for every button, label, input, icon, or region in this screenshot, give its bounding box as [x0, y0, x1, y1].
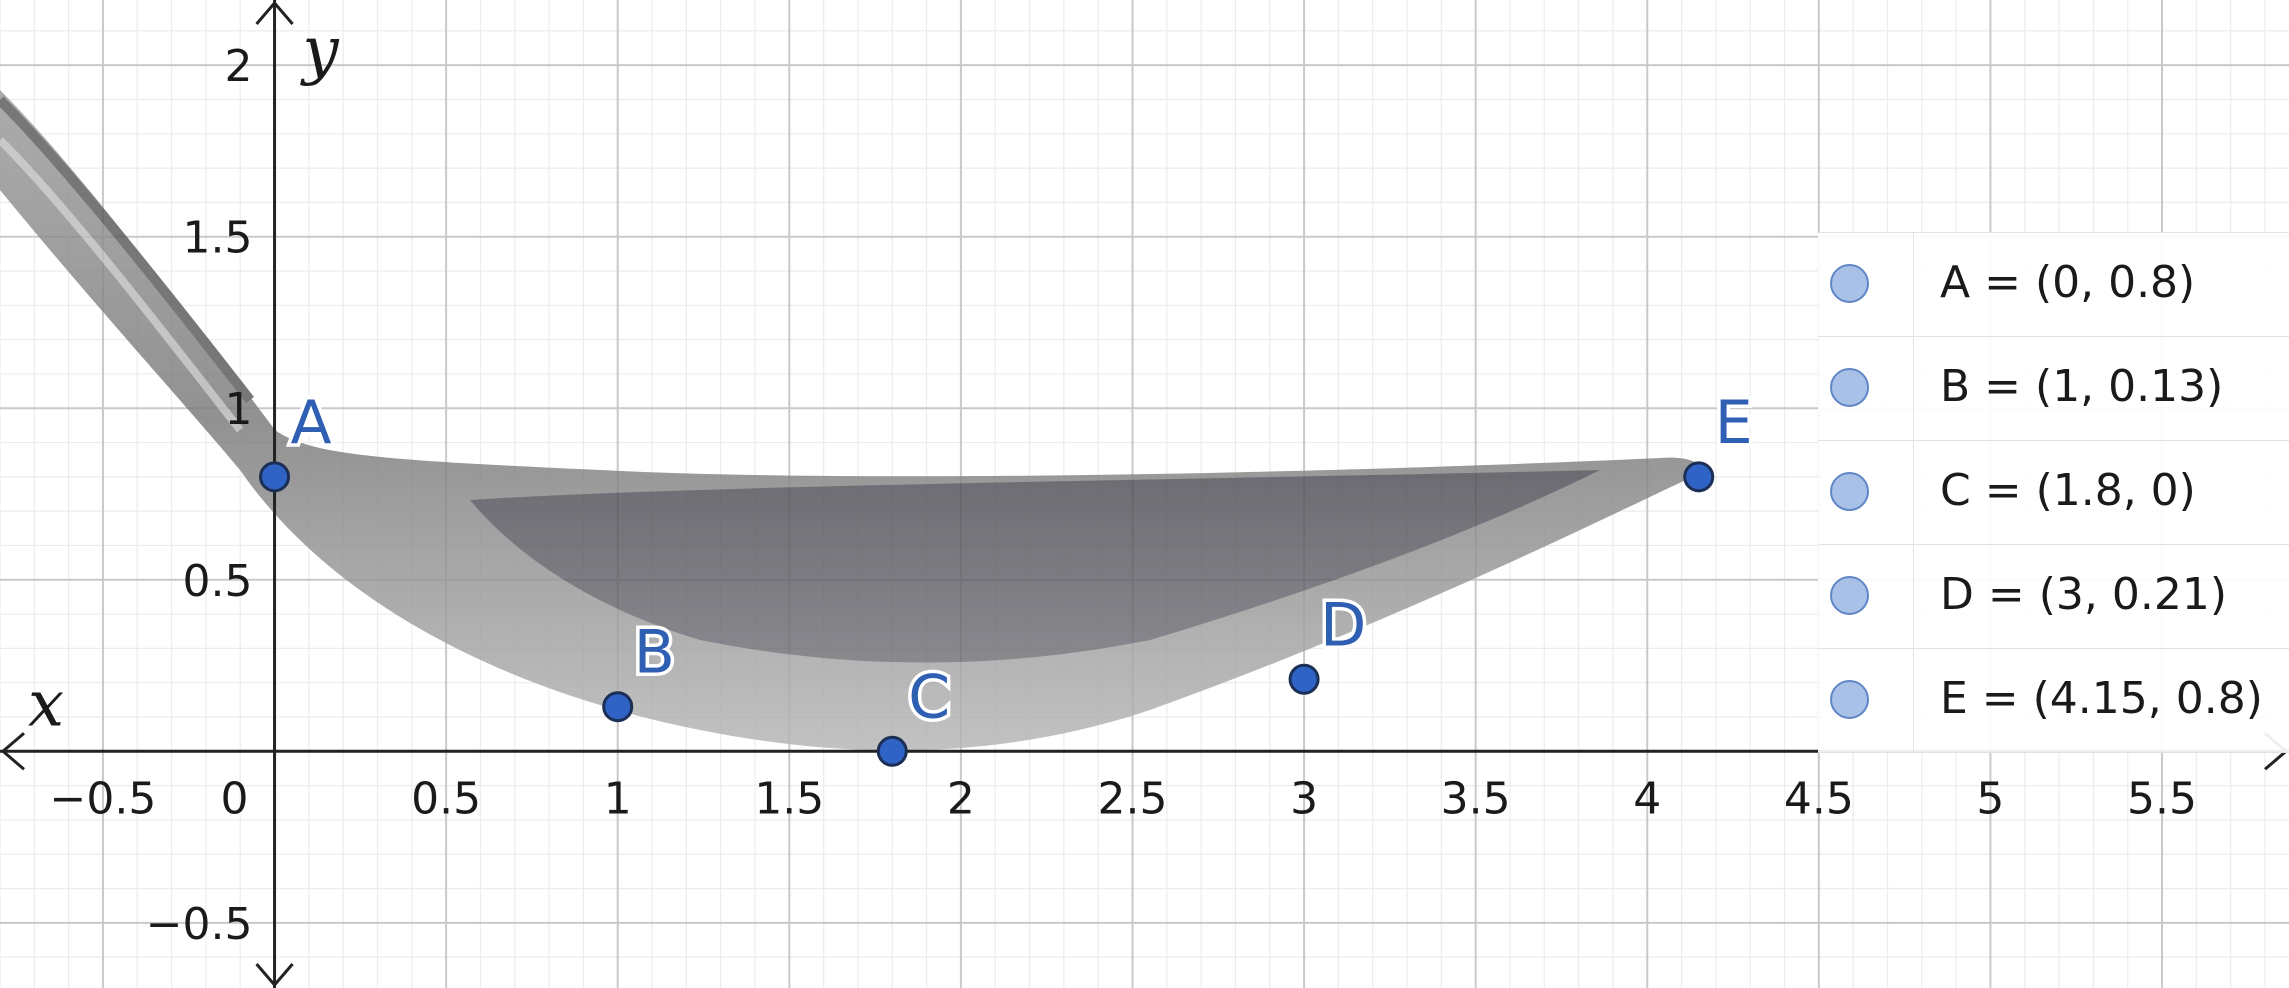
x-tick-label: 2.5	[1097, 773, 1167, 824]
y-tick-label: −0.5	[146, 899, 253, 950]
legend-item-e[interactable]: E = (4.15, 0.8)	[1818, 649, 2289, 753]
x-tick-label: 3.5	[1441, 773, 1511, 824]
point-visibility-toggle[interactable]	[1830, 576, 1869, 615]
y-axis-name: y	[300, 14, 340, 88]
legend-label: A = (0, 0.8)	[1940, 257, 2196, 308]
legend-label: C = (1.8, 0)	[1940, 465, 2196, 516]
x-tick-label: 1	[604, 773, 632, 824]
point-visibility-toggle[interactable]	[1830, 680, 1869, 719]
y-axis-arrow-up	[255, 0, 294, 25]
legend-item-a[interactable]: A = (0, 0.8)	[1818, 233, 2289, 337]
legend-swatch-col	[1818, 545, 1914, 648]
point-d[interactable]	[1288, 663, 1320, 695]
x-tick-label: 3	[1290, 773, 1318, 824]
algebra-legend: A = (0, 0.8) B = (1, 0.13) C = (1.8, 0) …	[1818, 232, 2289, 753]
legend-swatch-col	[1818, 233, 1914, 336]
point-b[interactable]	[602, 691, 634, 723]
x-tick-label: 1.5	[754, 773, 824, 824]
x-tick-label: 5.5	[2127, 773, 2197, 824]
point-label-b: B	[634, 618, 675, 688]
legend-item-b[interactable]: B = (1, 0.13)	[1818, 337, 2289, 441]
point-label-d: D	[1320, 590, 1366, 660]
legend-label: E = (4.15, 0.8)	[1940, 673, 2263, 724]
point-label-e: E	[1715, 388, 1753, 458]
y-tick-label: 0.5	[183, 556, 253, 607]
x-tick-label: 4.5	[1784, 773, 1854, 824]
spoon-photo	[0, 90, 1700, 751]
point-visibility-toggle[interactable]	[1830, 472, 1869, 511]
point-label-a: A	[291, 388, 332, 458]
legend-swatch-col	[1818, 441, 1914, 544]
x-axis-name: x	[28, 667, 64, 741]
legend-label: D = (3, 0.21)	[1940, 569, 2227, 620]
point-visibility-toggle[interactable]	[1830, 368, 1869, 407]
point-a[interactable]	[259, 461, 291, 493]
y-axis-arrow-down	[255, 963, 294, 988]
legend-label: B = (1, 0.13)	[1940, 361, 2224, 412]
legend-item-d[interactable]: D = (3, 0.21)	[1818, 545, 2289, 649]
x-tick-label: 5	[1976, 773, 2004, 824]
points: A B C D E	[259, 384, 1756, 767]
x-axis-arrow-left	[0, 732, 25, 771]
tick-labels: −0.5 0 0.5 1 1.5 2 2.5 3 3.5 4 4.5 5 5.5 −0.5 0.5 1 1.5 2	[50, 41, 2197, 950]
legend-item-c[interactable]: C = (1.8, 0)	[1818, 441, 2289, 545]
legend-swatch-col	[1818, 337, 1914, 440]
x-tick-label: −0.5	[50, 773, 157, 824]
x-tick-label: 0.5	[411, 773, 481, 824]
legend-swatch-col	[1818, 649, 1914, 752]
x-tick-label: 4	[1633, 773, 1661, 824]
x-tick-label: 2	[947, 773, 975, 824]
point-visibility-toggle[interactable]	[1830, 264, 1869, 303]
point-label-c: C	[908, 662, 950, 732]
point-e[interactable]	[1683, 461, 1715, 493]
y-tick-label: 1	[225, 384, 253, 435]
y-tick-label: 2	[225, 41, 253, 92]
x-tick-label: 0	[221, 773, 249, 824]
y-tick-label: 1.5	[183, 213, 253, 264]
point-c[interactable]	[876, 735, 908, 767]
